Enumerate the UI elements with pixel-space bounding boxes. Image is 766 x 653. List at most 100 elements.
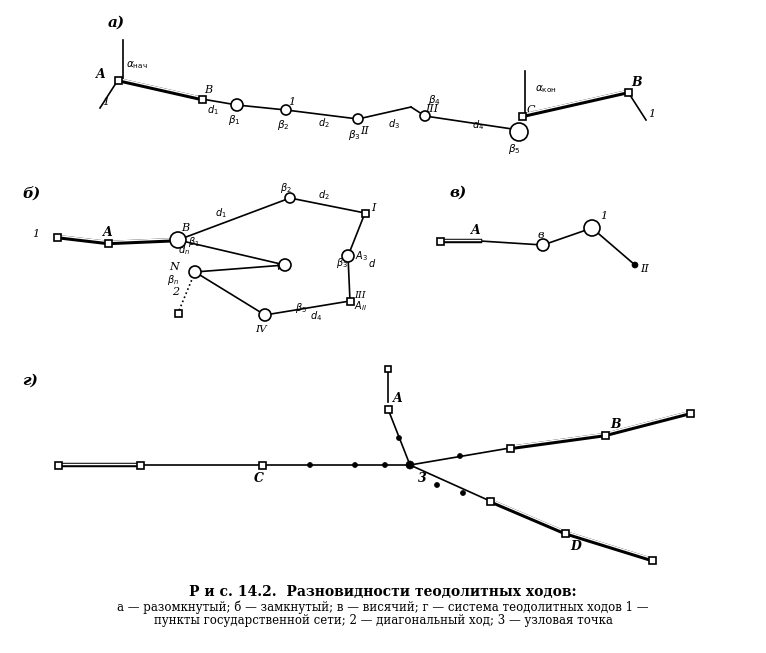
Circle shape [382,462,388,468]
Text: $d_4$: $d_4$ [472,118,484,132]
Text: б): б) [22,186,41,200]
Circle shape [397,436,401,441]
Bar [486,498,493,505]
Text: B: B [204,85,212,95]
Text: $\beta_5$: $\beta_5$ [295,301,307,315]
Circle shape [281,105,291,115]
Text: A: A [97,69,106,82]
Circle shape [406,461,414,469]
Bar [624,89,631,95]
Text: $\alpha_{\rm кон}$: $\alpha_{\rm кон}$ [535,83,557,95]
Circle shape [353,114,363,124]
Bar [198,95,205,103]
Circle shape [537,239,549,251]
Bar [114,76,122,84]
Text: а): а) [108,16,125,30]
Text: $d_4$: $d_4$ [310,309,322,323]
Text: A: A [103,225,113,238]
Text: B: B [610,419,620,432]
Text: $\beta_2$: $\beta_2$ [277,118,290,132]
Text: C: C [527,105,535,115]
Text: а — разомкнутый; б — замкнутый; в — висячий; г — система теодолитных ходов 1 —: а — разомкнутый; б — замкнутый; в — вися… [117,600,649,614]
Text: $d_2$: $d_2$ [318,116,329,130]
Text: $d_3$: $d_3$ [388,117,400,131]
Bar [686,409,693,417]
Text: $d_n$: $d_n$ [178,243,190,257]
Text: B: B [631,76,642,89]
Text: A: A [471,225,481,238]
Text: D: D [570,539,581,552]
Bar [362,210,368,217]
Text: N: N [169,262,179,272]
Text: $\beta_5$: $\beta_5$ [508,142,520,156]
Text: B: B [181,223,189,233]
Bar [54,234,61,240]
Text: II: II [360,126,368,136]
Text: $A_{II}$: $A_{II}$ [354,299,367,313]
Bar [258,462,266,468]
Text: A: A [393,392,403,406]
Text: 1: 1 [600,211,607,221]
Text: г): г) [22,374,38,388]
Text: C: C [254,473,264,485]
Text: $\beta_2$: $\beta_2$ [280,181,292,195]
Bar [54,462,61,468]
Bar [519,112,525,119]
Text: $A_3$: $A_3$ [355,249,368,263]
Text: 2: 2 [172,287,179,297]
Text: III: III [425,104,438,114]
Text: $d_2$: $d_2$ [318,188,329,202]
Bar [175,310,182,317]
Circle shape [460,490,466,496]
Bar [104,240,112,246]
Text: 1: 1 [648,109,655,119]
Circle shape [307,462,313,468]
Circle shape [632,262,638,268]
Text: $d_1$: $d_1$ [207,103,219,117]
Text: $\beta_4$: $\beta_4$ [428,93,440,107]
Bar [506,445,513,451]
Circle shape [510,123,528,141]
Text: $\beta_n$: $\beta_n$ [167,273,179,287]
Text: $\beta_1$: $\beta_1$ [188,235,200,249]
Text: III: III [354,291,365,300]
Text: 1: 1 [102,97,109,107]
Bar [346,298,353,304]
Bar [561,530,568,537]
Text: $d$: $d$ [368,257,376,269]
Bar [385,406,391,413]
Text: 1: 1 [288,97,295,107]
Text: $\beta_3$: $\beta_3$ [336,256,348,270]
Bar [385,366,391,372]
Text: в): в) [450,186,467,200]
Circle shape [259,309,271,321]
Circle shape [189,266,201,278]
Text: 3: 3 [418,473,427,485]
Text: пункты государственной сети; 2 — диагональный ход; 3 — узловая точка: пункты государственной сети; 2 — диагона… [153,614,613,627]
Circle shape [170,232,186,248]
Circle shape [285,193,295,203]
Text: в: в [538,230,545,240]
Bar [649,556,656,564]
Text: Р и с. 14.2.  Разновидности теодолитных ходов:: Р и с. 14.2. Разновидности теодолитных х… [189,585,577,599]
Circle shape [420,111,430,121]
Text: $d_1$: $d_1$ [215,206,227,220]
Text: 1: 1 [32,229,39,239]
Text: $\alpha_{\rm нач}$: $\alpha_{\rm нач}$ [126,59,148,71]
Circle shape [279,259,291,271]
Text: $\beta_3$: $\beta_3$ [348,128,360,142]
Bar [136,462,143,468]
Circle shape [352,462,358,468]
Circle shape [457,453,463,458]
Circle shape [342,250,354,262]
Text: $\beta_1$: $\beta_1$ [228,113,241,127]
Circle shape [584,220,600,236]
Circle shape [231,99,243,111]
Text: I: I [371,203,375,213]
Circle shape [434,483,440,488]
Text: IV: IV [255,325,267,334]
Bar [601,432,608,439]
Text: VII: VII [275,264,289,272]
Bar [437,238,444,244]
Text: II: II [640,264,649,274]
